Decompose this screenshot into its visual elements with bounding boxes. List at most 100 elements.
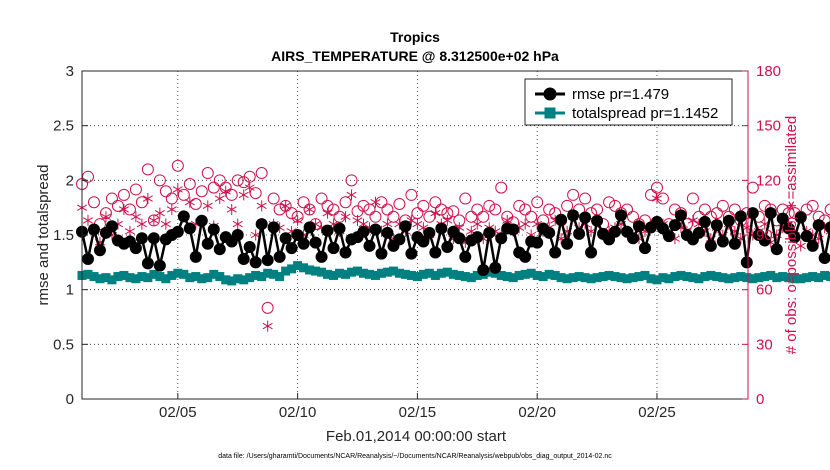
assimilated-obs-point <box>130 211 141 223</box>
possible-obs-point <box>159 185 172 198</box>
legend-label-rmse: rmse pr=1.479 <box>572 86 669 103</box>
assimilated-obs-point <box>214 193 225 205</box>
possible-obs-point <box>627 210 640 223</box>
rmse-point <box>453 232 466 245</box>
assimilated-obs-point <box>430 207 441 219</box>
totalspread-point <box>406 270 416 280</box>
assimilated-obs-point <box>340 211 351 223</box>
totalspread-point <box>364 269 374 279</box>
y-tick-label: 0 <box>66 391 74 408</box>
assimilated-obs-point <box>651 193 662 205</box>
rmse-point <box>255 218 268 231</box>
assimilated-obs-point <box>226 203 237 215</box>
totalspread-point <box>329 270 339 280</box>
totalspread-point <box>347 267 357 277</box>
possible-obs-point <box>603 196 616 209</box>
x-tick-label: 02/25 <box>638 404 676 421</box>
totalspread-point <box>293 261 303 271</box>
totalspread-point <box>305 265 315 275</box>
possible-obs-point <box>405 188 418 201</box>
rmse-point <box>423 226 436 239</box>
possible-obs-point <box>824 203 830 216</box>
assimilated-obs-point <box>202 200 213 212</box>
rmse-point <box>543 226 556 239</box>
possible-obs-point <box>333 210 346 223</box>
totalspread-point <box>227 276 237 286</box>
possible-obs-point <box>111 199 124 212</box>
totalspread-point <box>275 272 285 282</box>
assimilated-obs-point <box>322 207 333 219</box>
totalspread-point <box>538 272 548 282</box>
rmse-point <box>740 256 753 269</box>
assimilated-obs-point <box>442 214 453 226</box>
possible-obs-point <box>357 199 370 212</box>
totalspread-point <box>700 272 710 282</box>
rmse-point <box>141 257 154 270</box>
possible-obs-point <box>87 196 100 209</box>
totalspread-point <box>257 272 267 282</box>
possible-obs-point <box>393 198 406 211</box>
assimilated-obs-point <box>154 207 165 219</box>
totalspread-point <box>161 274 171 284</box>
possible-obs-point <box>261 301 274 314</box>
rmse-point <box>662 230 675 243</box>
totalspread-point <box>113 272 123 282</box>
y2-tick-label: 30 <box>756 336 773 353</box>
rmse-point <box>746 207 759 220</box>
assimilated-obs-point <box>184 196 195 208</box>
totalspread-point <box>760 272 770 282</box>
y2-tick-label: 150 <box>756 118 781 135</box>
totalspread-point <box>209 269 219 279</box>
rmse-point <box>824 221 830 234</box>
rmse-point <box>303 221 316 234</box>
possible-obs-point <box>285 207 298 220</box>
totalspread-point <box>496 270 506 280</box>
totalspread-point <box>550 270 560 280</box>
rmse-point <box>764 207 777 220</box>
rmse-point <box>495 232 508 245</box>
possible-obs-point <box>758 199 771 212</box>
y-tick-label: 0.5 <box>53 336 74 353</box>
possible-obs-point <box>141 163 154 176</box>
possible-obs-point <box>728 203 741 216</box>
totalspread-point <box>83 269 93 279</box>
rmse-point <box>812 219 825 232</box>
legend-marker-rmse <box>543 87 557 101</box>
totalspread-point <box>736 272 746 282</box>
possible-obs-point <box>153 174 166 187</box>
totalspread-point <box>580 273 590 283</box>
totalspread-point <box>317 267 327 277</box>
y2-axis-label: # of obs: o=possible; ∗=assimilated <box>783 116 800 355</box>
rmse-point <box>573 227 586 240</box>
possible-obs-point <box>423 210 436 223</box>
rmse-point <box>698 215 711 228</box>
totalspread-point <box>730 273 740 283</box>
totalspread-point <box>544 269 554 279</box>
assimilated-obs-point <box>160 218 171 230</box>
rmse-point <box>93 244 106 257</box>
rmse-point <box>459 250 472 263</box>
totalspread-point <box>353 266 363 276</box>
totalspread-point <box>394 268 404 278</box>
totalspread-point <box>143 273 153 283</box>
rmse-point <box>561 237 574 250</box>
possible-obs-point <box>531 196 544 209</box>
rmse-point <box>722 214 735 227</box>
possible-obs-point <box>417 199 430 212</box>
rmse-point <box>147 232 160 245</box>
totalspread-point <box>215 272 225 282</box>
totalspread-point <box>724 274 734 284</box>
possible-obs-point <box>656 192 669 205</box>
x-tick-label: 02/05 <box>159 404 197 421</box>
possible-obs-point <box>297 196 310 209</box>
rmse-point <box>734 210 747 223</box>
rmse-point <box>519 250 532 263</box>
possible-obs-point <box>183 177 196 190</box>
assimilated-obs-point <box>172 183 183 195</box>
possible-obs-point <box>447 205 460 218</box>
possible-obs-point <box>609 199 622 212</box>
possible-obs-point <box>339 196 352 209</box>
rmse-point <box>171 225 184 238</box>
rmse-point <box>393 233 406 246</box>
